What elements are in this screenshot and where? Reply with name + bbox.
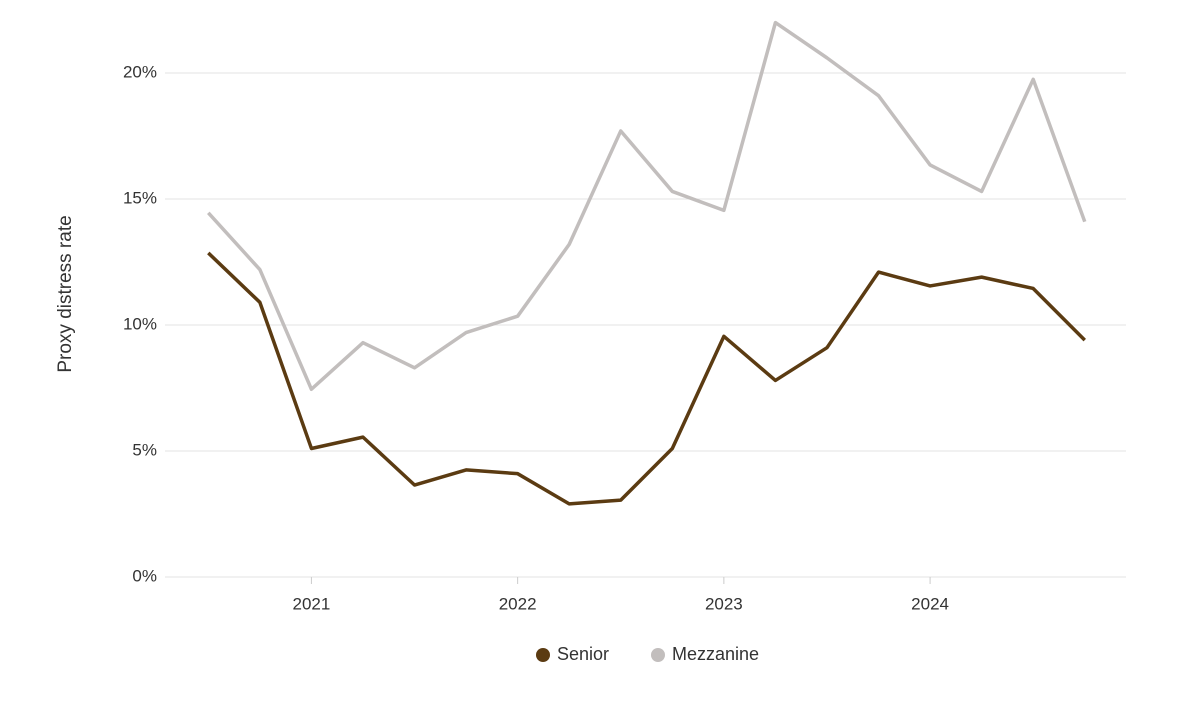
y-axis-label: Proxy distress rate [55,215,76,372]
series-line [207,20,1087,392]
y-tick-label: 10% [123,314,157,333]
x-tick-label: 2023 [705,594,743,613]
x-tick-label: 2024 [911,594,949,613]
x-tick-label: 2021 [293,594,331,613]
legend-label: Senior [557,644,609,664]
y-tick-label: 20% [123,62,157,81]
y-tick-label: 15% [123,188,157,207]
legend-marker [536,648,550,662]
series-line [207,251,1086,506]
legend-marker [651,648,665,662]
y-tick-label: 5% [132,440,157,459]
x-tick-label: 2022 [499,594,537,613]
y-tick-label: 0% [132,566,157,585]
legend-label: Mezzanine [672,644,759,664]
